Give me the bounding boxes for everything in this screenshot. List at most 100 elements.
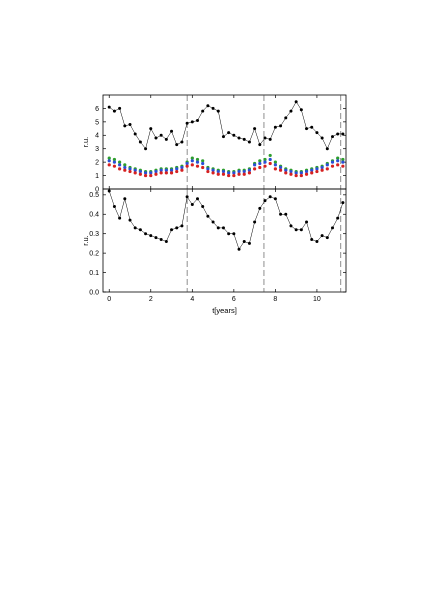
data-point [133, 171, 137, 175]
data-point [268, 161, 272, 166]
data-point [320, 136, 324, 140]
data-point [169, 168, 174, 172]
data-point [159, 238, 163, 242]
data-point [118, 106, 122, 110]
data-point [149, 234, 153, 238]
data-point [149, 127, 153, 131]
data-point [112, 164, 117, 168]
data-point [273, 197, 277, 201]
data-point [289, 172, 293, 176]
data-point [305, 220, 309, 224]
data-point [258, 143, 262, 147]
y-tick-label: 3 [95, 146, 99, 153]
data-point [284, 168, 288, 172]
data-point [175, 167, 179, 171]
data-point [247, 241, 251, 245]
data-point [195, 157, 200, 162]
data-point [253, 220, 257, 224]
data-point [299, 173, 303, 178]
data-point [118, 216, 122, 220]
data-point [206, 214, 210, 218]
data-point [247, 168, 252, 172]
data-point [144, 232, 148, 236]
data-point [143, 171, 148, 175]
x-axis-label: t[years] [212, 306, 237, 315]
data-point [330, 160, 335, 164]
data-point [304, 172, 309, 176]
data-point [315, 239, 319, 243]
data-point [341, 201, 345, 205]
data-point [237, 169, 241, 174]
data-point [107, 189, 111, 193]
y-tick-label: 0.1 [89, 270, 99, 277]
plot-frame [102, 188, 347, 293]
x-tick-label: 2 [149, 296, 153, 303]
data-point [268, 153, 272, 158]
data-point [227, 173, 231, 178]
y-tick-label: 6 [95, 106, 99, 113]
data-point [289, 109, 293, 113]
series-line [109, 101, 343, 150]
data-point [341, 164, 345, 168]
data-point [263, 160, 267, 164]
data-point [138, 140, 142, 144]
data-point [273, 160, 277, 164]
data-point [263, 164, 267, 168]
series-line [108, 190, 344, 250]
data-point [154, 169, 158, 174]
data-point [341, 157, 345, 162]
data-point [320, 168, 324, 172]
data-point [284, 116, 288, 120]
x-tick-label: 8 [273, 296, 277, 303]
data-point [320, 234, 324, 238]
data-point [221, 226, 225, 230]
y-tick-label: 0 [95, 186, 99, 193]
data-point [195, 160, 200, 164]
y-axis-label: r.u. [81, 137, 90, 147]
data-point [201, 159, 205, 163]
data-point [325, 163, 329, 167]
data-point [185, 195, 189, 199]
data-point [133, 168, 137, 172]
data-point [268, 157, 272, 162]
data-point [253, 163, 257, 167]
data-point [112, 204, 116, 208]
data-point [201, 204, 205, 208]
data-point [211, 171, 215, 175]
data-point [330, 164, 335, 168]
data-point [159, 168, 163, 172]
data-point [237, 136, 241, 140]
data-point [216, 169, 220, 174]
data-point [227, 232, 231, 236]
data-point [263, 157, 267, 162]
data-point [299, 228, 303, 232]
data-point [320, 165, 324, 170]
data-point [195, 164, 200, 168]
data-point [273, 167, 277, 171]
data-point [263, 199, 267, 203]
data-point [118, 167, 122, 171]
data-point [180, 168, 184, 172]
data-point [123, 197, 127, 201]
data-point [341, 132, 345, 136]
y-tick-label: 0.0 [89, 289, 99, 296]
data-point [185, 164, 189, 168]
data-point [201, 109, 205, 113]
data-point [289, 169, 293, 174]
data-point [258, 206, 262, 210]
data-point [180, 224, 184, 228]
data-point [206, 169, 210, 174]
data-point [123, 163, 127, 167]
data-point [310, 238, 314, 242]
data-point [164, 171, 168, 175]
y-tick-label: 4 [95, 133, 99, 140]
data-point [336, 156, 340, 160]
data-point [185, 161, 189, 166]
data-point [310, 168, 314, 172]
data-point [294, 171, 298, 175]
data-point [190, 203, 194, 207]
data-point [175, 143, 179, 147]
data-point [112, 157, 117, 162]
data-point [232, 133, 236, 137]
data-point [279, 212, 283, 216]
